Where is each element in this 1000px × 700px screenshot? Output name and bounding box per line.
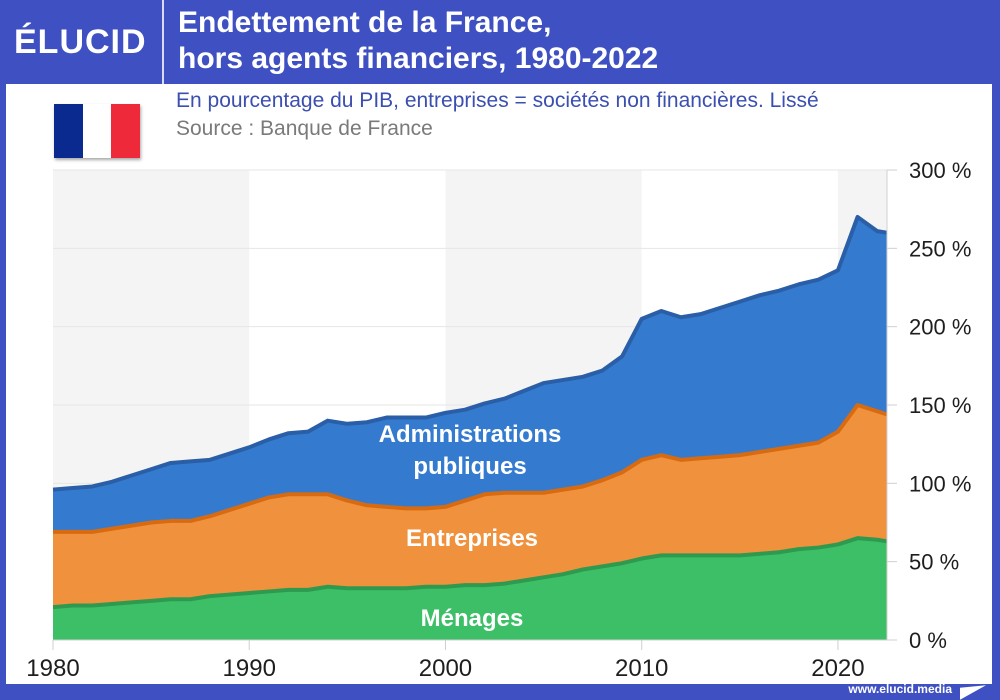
y-tick-label: 250 % bbox=[909, 236, 971, 261]
area-label-administrations-publiques: Administrations bbox=[379, 421, 562, 448]
series-lines bbox=[52, 215, 888, 610]
chart-title-line-2: hors agents financiers, 1980-2022 bbox=[178, 42, 659, 75]
area-label-menages: Ménages bbox=[421, 605, 524, 632]
y-tick-label: 200 % bbox=[909, 315, 971, 340]
y-axis: 0 % 50 % 100 % 150 % 200 % 250 % 300 % bbox=[886, 158, 971, 653]
area-entreprises bbox=[53, 405, 887, 608]
y-tick-label: 50 % bbox=[909, 550, 959, 575]
footer-url[interactable]: www.elucid.media bbox=[848, 682, 952, 696]
area-series bbox=[53, 217, 887, 640]
x-tick-label: 1980 bbox=[26, 655, 79, 682]
x-tick-label: 2020 bbox=[811, 655, 864, 682]
area-label-administrations-publiques: publiques bbox=[413, 453, 526, 480]
x-tick-label: 2000 bbox=[419, 655, 472, 682]
x-tick-label: 2010 bbox=[615, 655, 668, 682]
area-label-entreprises: Entreprises bbox=[406, 525, 538, 552]
france-flag-icon bbox=[54, 104, 141, 158]
chart-subtitle: En pourcentage du PIB, entreprises = soc… bbox=[176, 89, 819, 112]
chart-source: Source : Banque de France bbox=[176, 117, 433, 140]
y-tick-label: 0 % bbox=[909, 628, 947, 653]
area-menages bbox=[53, 538, 887, 640]
elucid-logo: ÉLUCID bbox=[14, 23, 147, 61]
y-tick-label: 100 % bbox=[909, 471, 971, 496]
x-tick-label: 1990 bbox=[223, 655, 276, 682]
line-menages bbox=[52, 536, 888, 610]
x-axis: 1980 1990 2000 2010 2020 bbox=[26, 639, 887, 682]
chart-title: Endettement de la France, hors agents fi… bbox=[178, 5, 658, 77]
logo-divider bbox=[162, 0, 164, 84]
y-tick-label: 300 % bbox=[909, 158, 971, 183]
flag-white-stripe bbox=[82, 104, 112, 158]
line-administrations-publiques bbox=[52, 215, 888, 492]
area-administrations-publiques bbox=[53, 217, 887, 532]
header-bar: ÉLUCID Endettement de la France, hors ag… bbox=[0, 0, 1000, 84]
y-tick-label: 150 % bbox=[909, 393, 971, 418]
flag-red-stripe bbox=[111, 104, 141, 158]
flag-blue-stripe bbox=[54, 104, 83, 158]
area-labels: Administrations publiques Entreprises Ménag… bbox=[379, 421, 562, 632]
line-entreprises bbox=[53, 403, 888, 534]
chart-title-line-1: Endettement de la France, bbox=[178, 6, 552, 39]
